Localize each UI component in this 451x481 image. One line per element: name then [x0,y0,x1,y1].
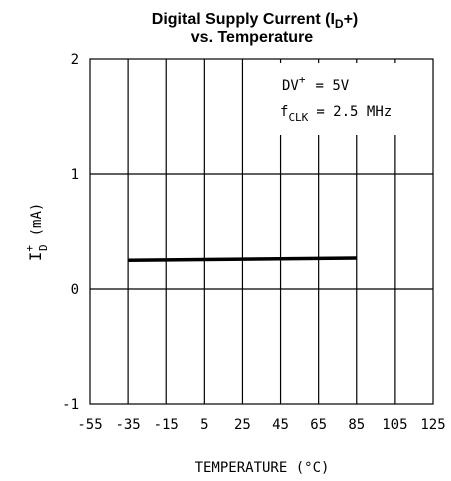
chart-title-line-2: vs. Temperature [191,29,314,46]
plot-frame [89,58,434,405]
series-group [128,256,357,262]
chart-title-line-1: Digital Supply Current (ID+) [152,11,358,31]
x-tick-label: 45 [272,417,289,433]
x-tick-label: 25 [234,417,251,433]
x-axis-label: TEMPERATURE (°C) [195,460,330,476]
y-tick-label: 0 [71,282,79,298]
x-tick-label: 65 [310,417,327,433]
annotation-supply-voltage: DV+ = 5V [282,73,350,94]
y-tick-label: 2 [71,52,79,68]
y-tick-label: -1 [62,397,79,413]
y-axis-label: I+D(mA) [23,203,50,262]
series-line [128,256,357,262]
y-tick-label: 1 [71,167,79,183]
x-tick-label: -55 [77,417,102,433]
x-tick-label: -35 [115,417,140,433]
x-tick-label: 5 [200,417,208,433]
x-tick-label: 105 [382,417,407,433]
x-tick-label: 85 [348,417,365,433]
x-tick-label: -15 [154,417,179,433]
x-tick-label: 125 [420,417,445,433]
annotation-clock-frequency: fCLK = 2.5 MHz [280,104,392,124]
annotation-box [272,63,429,135]
x-tick-labels: -55 -35 -15 5 25 45 65 85 105 125 [77,417,445,433]
y-tick-labels: 2 1 0 -1 [62,52,79,413]
